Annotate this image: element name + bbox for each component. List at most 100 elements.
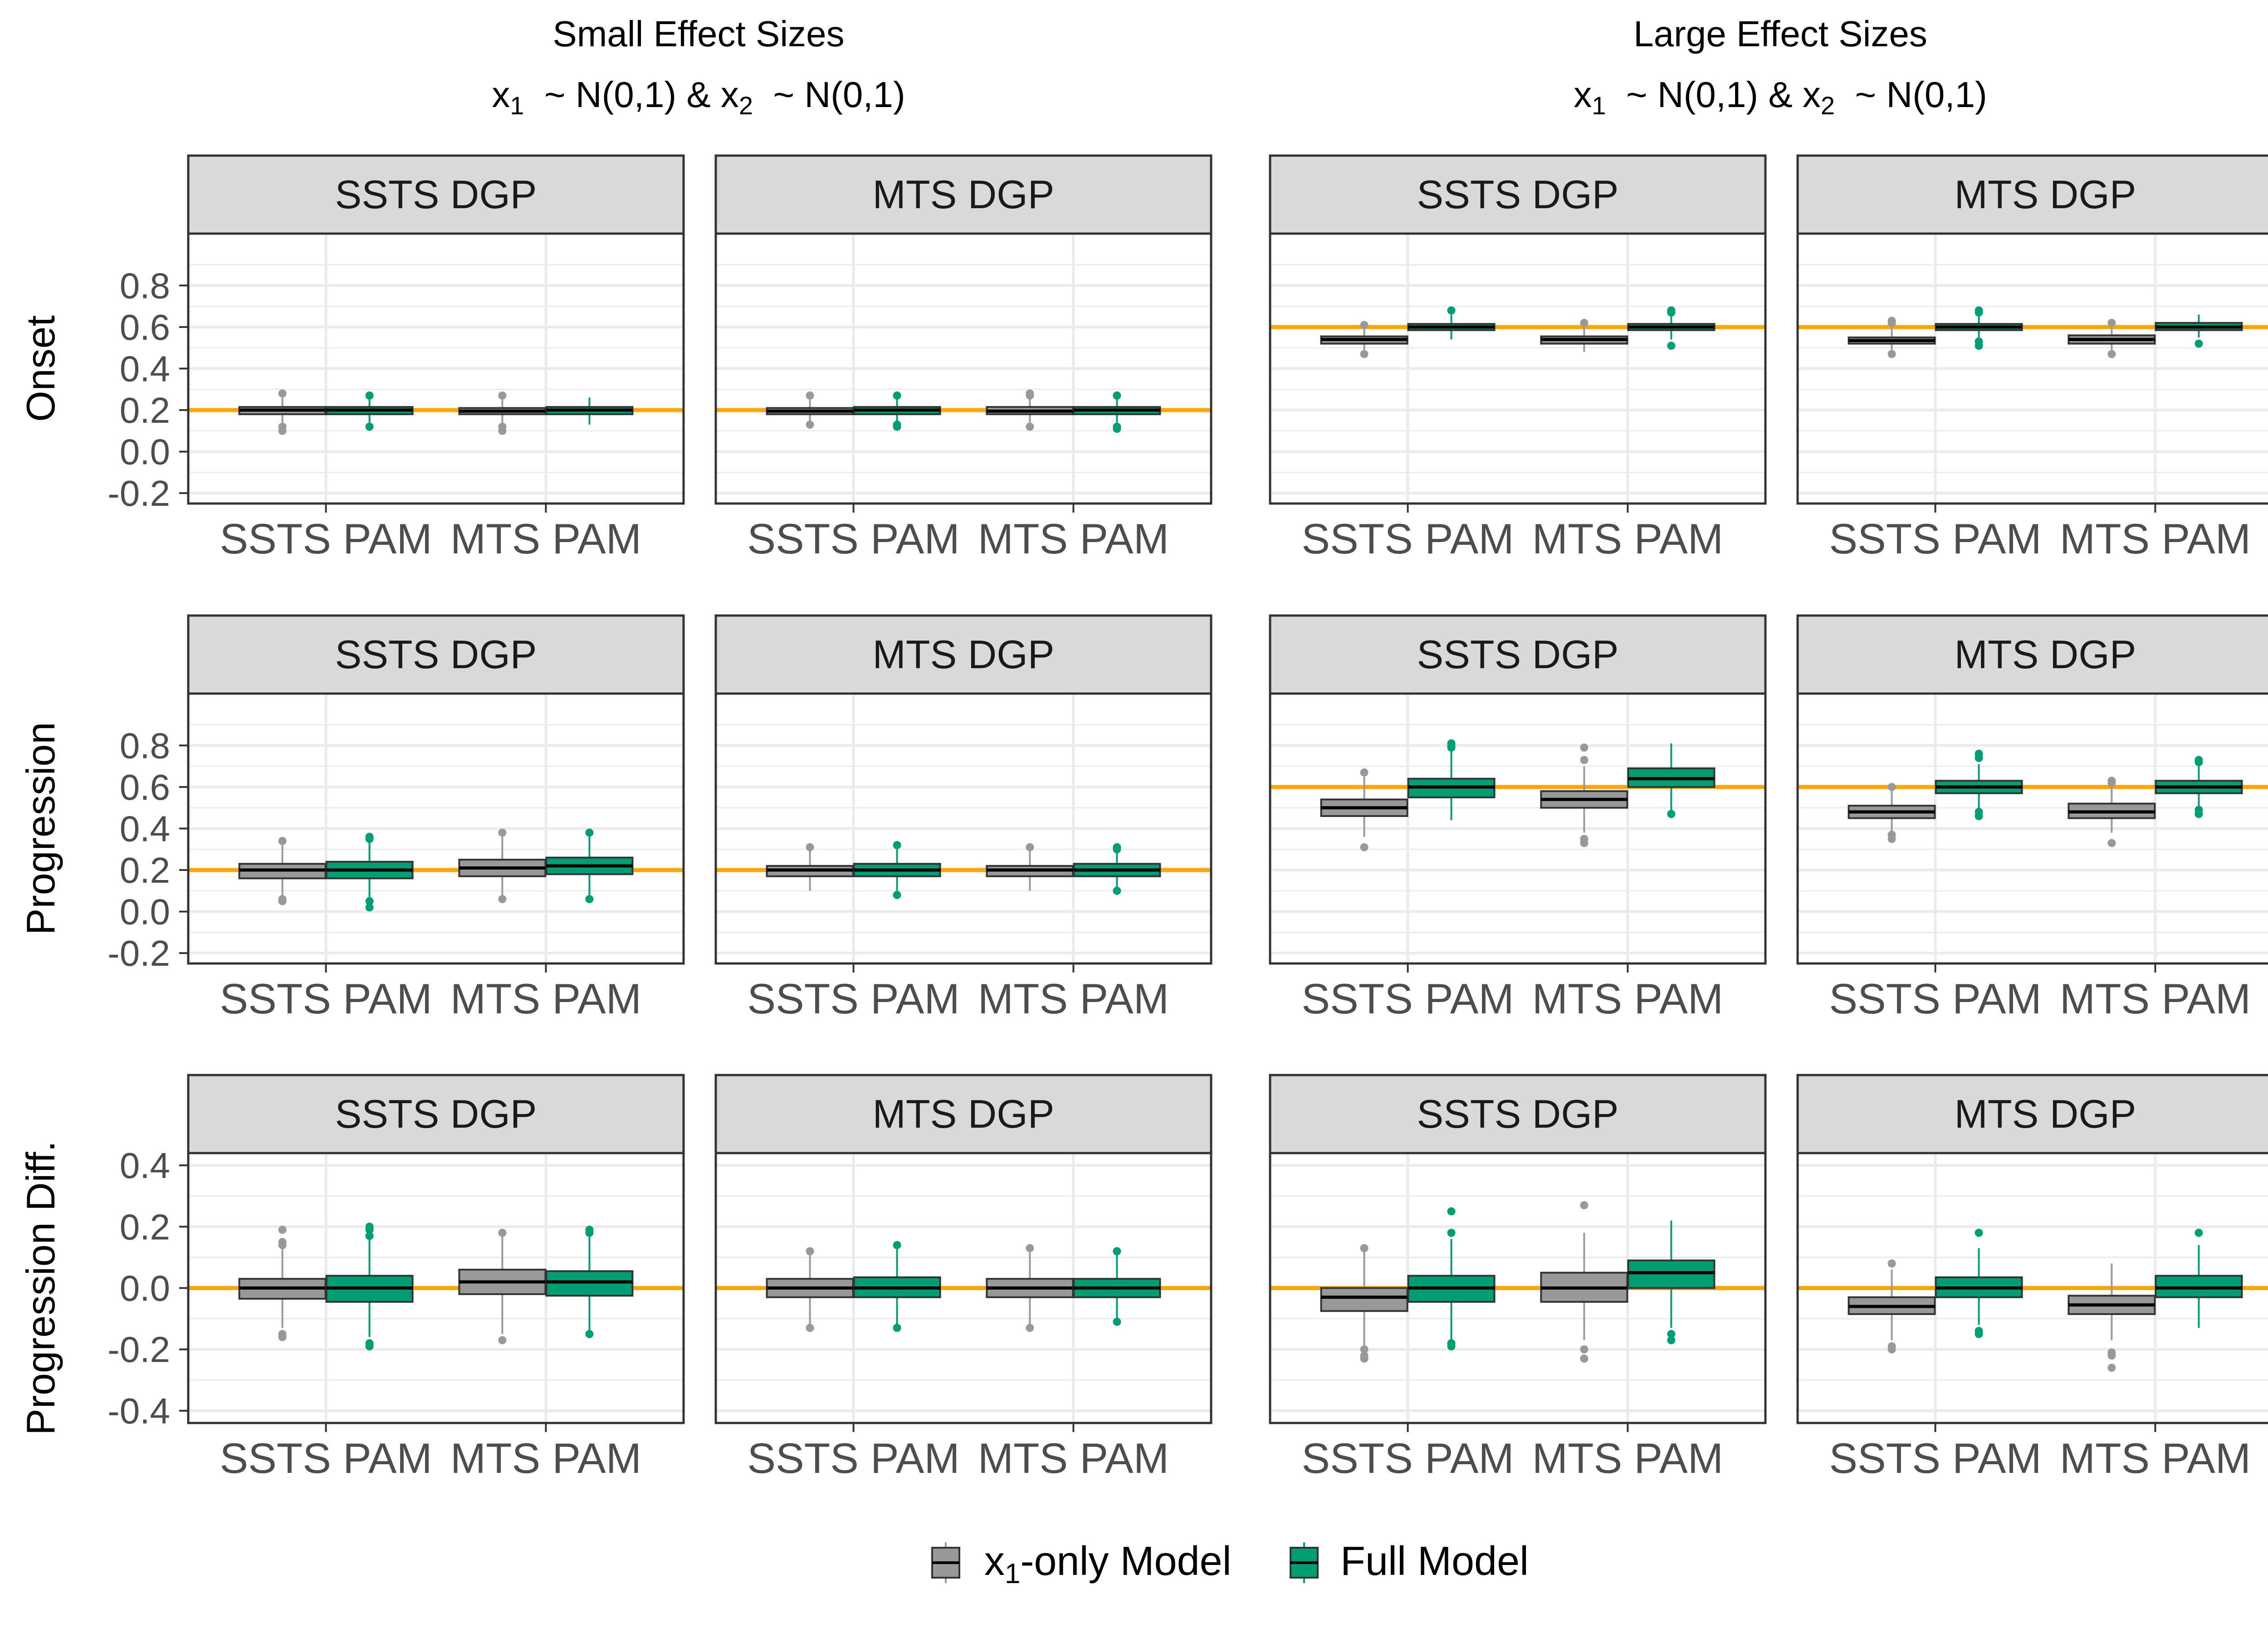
x-tick-label: MTS PAM (450, 975, 641, 1022)
outlier-point (1447, 1228, 1456, 1237)
outlier-point (585, 895, 594, 904)
y-tick-label-r2-5: 0.8 (120, 725, 170, 766)
x-tick-label: MTS PAM (2060, 975, 2251, 1022)
boxplot-x1-only-model (458, 391, 547, 435)
panel-r1-c4: MTS DGP SSTS PAM MTS PAM (1796, 154, 2268, 562)
facet-strip (1796, 1074, 2268, 1154)
panel-r1-c3: SSTS DGP SSTS PAM MTS PAM (1269, 154, 1767, 562)
boxplot-full-model (1627, 306, 1716, 350)
x-tick-label: SSTS PAM (220, 975, 432, 1022)
outlier-point (1360, 1244, 1369, 1252)
outlier-point (1975, 1327, 1983, 1335)
panel-r3-c2: MTS DGP SSTS PAM MTS PAM (714, 1074, 1212, 1482)
outlier-point (893, 391, 901, 400)
outlier-point (1113, 391, 1121, 400)
legend-item-full-model: Full Model (1290, 1539, 1529, 1584)
x-tick-label: MTS PAM (2060, 515, 2251, 562)
boxplot-full-model (1073, 1247, 1161, 1326)
outlier-point (1026, 422, 1034, 431)
facet-strip-label: SSTS DGP (1417, 632, 1619, 677)
outlier-point (2195, 1228, 2203, 1237)
outlier-point (893, 1324, 901, 1332)
outlier-point (278, 1226, 287, 1234)
outlier-point (2195, 806, 2203, 814)
facet-strip-label: SSTS DGP (1417, 1091, 1619, 1136)
outlier-point (1667, 306, 1676, 315)
boxplot-full-model (2155, 756, 2243, 818)
outlier-point (1026, 1244, 1034, 1252)
outlier-point (365, 1222, 374, 1231)
facet-strip-label: MTS DGP (873, 1091, 1055, 1136)
y-tick-label-r2-2: 0.2 (120, 850, 170, 890)
outlier-point (278, 389, 287, 398)
x-tick-label: SSTS PAM (747, 515, 959, 562)
panel-r2-c1: SSTS DGP SSTS PAM MTS PAM (187, 614, 685, 1022)
facet-strip (714, 154, 1212, 235)
facet-strip (714, 1074, 1212, 1154)
column-title-right-line2: x1 ~ N(0,1) & x2 ~ N(0,1) (1574, 74, 1987, 120)
outlier-point (893, 1241, 901, 1249)
outlier-point (585, 1330, 594, 1338)
x-tick-label: SSTS PAM (747, 975, 959, 1022)
panel-r2-c4: MTS DGP SSTS PAM MTS PAM (1796, 614, 2268, 1022)
y-tick-label-r1-2: 0.2 (120, 390, 170, 430)
x-tick-label: MTS PAM (1532, 515, 1723, 562)
outlier-point (585, 1226, 594, 1234)
x-tick-label: MTS PAM (1532, 1434, 1723, 1482)
panel-border (1796, 1152, 2268, 1424)
outlier-point (1887, 1342, 1896, 1350)
boxplot-x1-only-model (1320, 1244, 1408, 1363)
outlier-point (278, 895, 287, 904)
outlier-point (365, 391, 374, 400)
outlier-point (1026, 389, 1034, 398)
outlier-point (1887, 831, 1896, 839)
x-tick-label: SSTS PAM (220, 515, 432, 562)
outlier-point (498, 1336, 507, 1345)
outlier-point (365, 422, 374, 431)
boxplot-full-model (1627, 1220, 1716, 1345)
outlier-point (1887, 350, 1896, 358)
boxplot-full-model (1935, 749, 2023, 821)
legend-label-x1-only-model: x1-only Model (984, 1539, 1232, 1589)
facet-strip-label: MTS DGP (1955, 172, 2136, 217)
outlier-point (365, 832, 374, 841)
x-tick-label: MTS PAM (978, 515, 1169, 562)
outlier-point (1113, 886, 1121, 895)
x-tick-label: MTS PAM (450, 1434, 641, 1482)
outlier-point (2107, 1364, 2116, 1372)
panel-border (1269, 232, 1767, 505)
outlier-point (1667, 1336, 1676, 1345)
boxplot-x1-only-model (458, 828, 547, 904)
y-tick-label-r3-1: -0.2 (108, 1330, 170, 1370)
boxplot-x1-only-model (1540, 1201, 1628, 1363)
x-tick-label: SSTS PAM (1829, 975, 2041, 1022)
y-tick-label-r1-0: -0.2 (108, 473, 170, 513)
box (1320, 1287, 1408, 1312)
panel-r3-c3: SSTS DGP SSTS PAM MTS PAM (1269, 1074, 1767, 1482)
outlier-point (1360, 768, 1369, 777)
outlier-point (1113, 1317, 1121, 1326)
x-tick-label: MTS PAM (450, 515, 641, 562)
outlier-point (1447, 1339, 1456, 1348)
boxplot-x1-only-model (2068, 1263, 2156, 1372)
outlier-point (1447, 739, 1456, 748)
y-tick-label-r1-5: 0.8 (120, 265, 170, 306)
outlier-point (1580, 835, 1589, 843)
outlier-point (1113, 843, 1121, 851)
boxplot-x1-only-model (1848, 782, 1936, 843)
boxplot-full-model (853, 391, 941, 431)
x-tick-label: MTS PAM (978, 975, 1169, 1022)
outlier-point (1975, 306, 1983, 315)
outlier-point (1667, 1330, 1676, 1338)
x-tick-label: MTS PAM (1532, 975, 1723, 1022)
outlier-point (806, 1247, 814, 1256)
outlier-point (1887, 1259, 1896, 1268)
facet-strip (1269, 154, 1767, 235)
outlier-point (1113, 1247, 1121, 1256)
legend-item-x1-only-model: x1-only Model (931, 1539, 1232, 1589)
column-title-right-line1: Large Effect Sizes (1633, 14, 1927, 54)
panel-border (1269, 1152, 1767, 1424)
panel-border (1796, 692, 2268, 965)
facet-strip (714, 614, 1212, 695)
